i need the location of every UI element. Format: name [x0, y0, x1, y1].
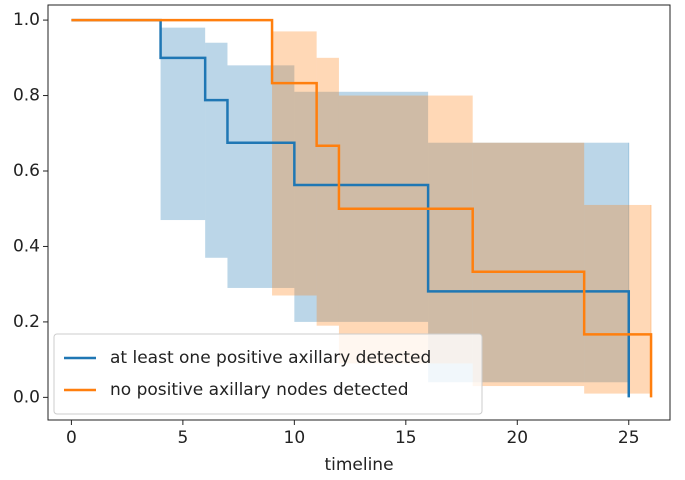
- confidence-band: [316, 57, 339, 326]
- legend: at least one positive axillary detected n…: [53, 333, 483, 415]
- x-tick-label: 15: [395, 428, 417, 448]
- confidence-band: [205, 42, 228, 258]
- y-tick-label: 0.2: [13, 312, 40, 332]
- x-tick-label: 5: [177, 428, 188, 448]
- y-tick-label: 0.6: [13, 161, 40, 181]
- x-tick-label: 25: [618, 428, 640, 448]
- confidence-band: [338, 95, 473, 364]
- plot-frame: [47, 4, 671, 421]
- y-tick-label: 0.8: [13, 86, 40, 106]
- legend-label: at least one positive axillary detected: [110, 348, 431, 368]
- x-tick-label: 0: [66, 428, 77, 448]
- survival-line: [71, 18, 631, 398]
- legend-frame: [53, 333, 483, 415]
- y-tick-label: 1.0: [13, 10, 40, 30]
- confidence-band: [227, 65, 295, 288]
- legend-label: no positive axillary nodes detected: [110, 380, 409, 400]
- confidence-band: [160, 27, 206, 221]
- confidence-band: [472, 142, 585, 387]
- y-tick-label: 0.4: [13, 236, 40, 256]
- confidence-band: [584, 204, 652, 394]
- x-axis-label: timeline: [324, 455, 393, 475]
- x-tick-label: 10: [284, 428, 306, 448]
- survival-line: [71, 18, 653, 398]
- x-tick-label: 20: [506, 428, 528, 448]
- y-tick-label: 0.0: [13, 387, 40, 407]
